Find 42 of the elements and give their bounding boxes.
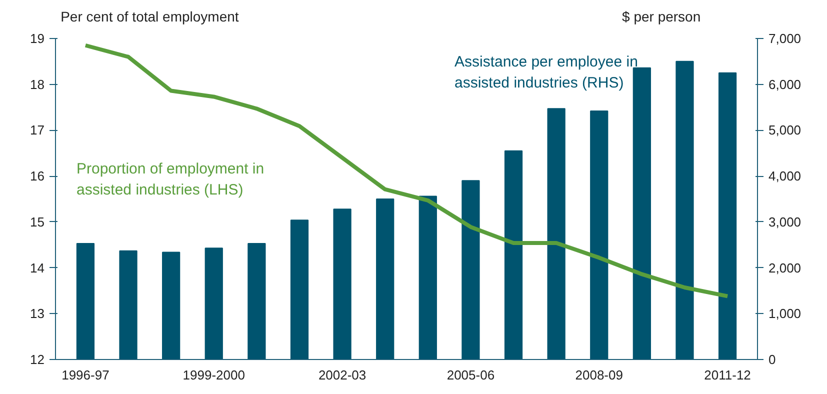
- text: Proportion of employment in assisted industries (LHS): [76, 160, 264, 198]
- y2-tick-label: 1,000: [768, 306, 802, 322]
- x-tick-label: 2005-06: [446, 368, 495, 382]
- bar: [76, 242, 95, 360]
- y-tick-label: 17: [30, 122, 45, 138]
- bar: [333, 208, 352, 360]
- bar: [248, 242, 266, 360]
- x-tick-label: 2008-09: [575, 368, 623, 382]
- bar: [119, 250, 138, 360]
- y2-tick-label: 4,000: [768, 168, 802, 184]
- y-tick-label: 12: [30, 352, 45, 367]
- bar: [290, 220, 309, 360]
- x-tick-label: 2002-03: [318, 368, 366, 382]
- bar: [504, 150, 523, 360]
- y-tick-label: 19: [30, 31, 45, 46]
- bar: [590, 110, 608, 360]
- bar: [204, 248, 223, 360]
- bar: [418, 196, 437, 360]
- y-axis-title: Per cent of total employment: [60, 8, 239, 24]
- bar: [547, 108, 566, 360]
- x-tick-label: 1999-2000: [182, 368, 245, 382]
- y2-tick-label: 5,000: [768, 122, 802, 138]
- y-tick-label: 14: [30, 260, 45, 276]
- bar: [718, 72, 737, 360]
- x-tick-label: 2011-12: [704, 368, 751, 382]
- y-tick-label: 16: [30, 168, 45, 184]
- y2-axis-title: $ per person: [622, 8, 701, 24]
- bar: [376, 198, 394, 360]
- y-tick-label: 18: [30, 76, 45, 92]
- y2-tick-label: 3,000: [768, 214, 802, 230]
- bar: [676, 60, 694, 360]
- bar: [162, 252, 180, 360]
- y-tick-label: 13: [30, 306, 45, 322]
- series-label: Assistance per employee in assisted industries (RHS): [454, 54, 638, 92]
- bar: [632, 67, 651, 360]
- y2-tick-label: 0: [768, 352, 776, 367]
- y2-tick-label: 7,000: [768, 31, 802, 46]
- y2-tick-label: 2,000: [768, 260, 802, 276]
- y2-tick-label: 6,000: [768, 76, 802, 92]
- bar: [462, 180, 480, 360]
- x-tick-label: 1996-97: [62, 368, 110, 382]
- y-tick-label: 15: [30, 214, 45, 230]
